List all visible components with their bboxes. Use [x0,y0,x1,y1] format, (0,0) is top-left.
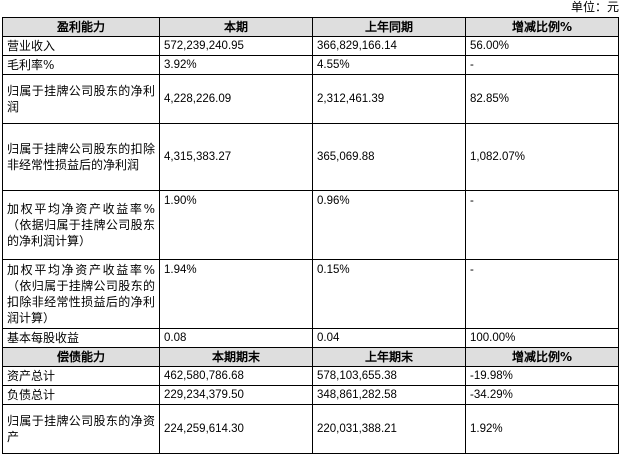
row-label: 归属于挂牌公司股东的扣除非经常性损益后的净利润 [2,123,160,191]
header-cell: 本期期末 [159,347,313,367]
change-value: - [465,55,619,75]
table-row: 资产总计 462,580,786.68 578,103,655.38 -19.9… [2,366,619,386]
change-value: -19.98% [465,366,619,386]
current-value: 462,580,786.68 [159,366,313,386]
financial-indicators-table: 盈利能力 本期 上年同期 增减比例% 营业收入 572,239,240.95 3… [2,17,619,454]
change-value: -34.29% [465,385,619,405]
table-row: 加权平均净资产收益率%（依据归属于挂牌公司股东的净利润计算） 1.90% 0.9… [2,190,619,260]
profit-header-row: 盈利能力 本期 上年同期 增减比例% [2,17,619,37]
header-cell: 偿债能力 [2,347,160,367]
prior-value: 0.96% [312,190,466,260]
current-value: 4,315,383.27 [159,123,313,191]
row-label: 归属于挂牌公司股东的净利润 [2,74,160,124]
row-label: 归属于挂牌公司股东的净资产 [2,404,160,454]
row-label: 加权平均净资产收益率%（依归属于挂牌公司股东的扣除非经常性损益后的净利润计算） [2,259,160,329]
prior-value: 0.04 [312,328,466,348]
header-cell: 上年期末 [312,347,466,367]
solvency-header-row: 偿债能力 本期期末 上年期末 增减比例% [2,347,619,367]
table-row: 归属于挂牌公司股东的净资产 224,259,614.30 220,031,388… [2,404,619,454]
header-cell: 增减比例% [465,347,619,367]
current-value: 4,228,226.09 [159,74,313,124]
current-value: 1.94% [159,259,313,329]
prior-value: 4.55% [312,55,466,75]
header-cell: 增减比例% [465,17,619,37]
row-label: 基本每股收益 [2,328,160,348]
row-label: 加权平均净资产收益率%（依据归属于挂牌公司股东的净利润计算） [2,190,160,260]
table-row: 归属于挂牌公司股东的扣除非经常性损益后的净利润 4,315,383.27 365… [2,123,619,191]
row-label: 营业收入 [2,36,160,56]
prior-value: 0.15% [312,259,466,329]
current-value: 1.90% [159,190,313,260]
header-cell: 盈利能力 [2,17,160,37]
prior-value: 578,103,655.38 [312,366,466,386]
table-row: 基本每股收益 0.08 0.04 100.00% [2,328,619,348]
prior-value: 348,861,282.58 [312,385,466,405]
header-cell: 本期 [159,17,313,37]
table-row: 加权平均净资产收益率%（依归属于挂牌公司股东的扣除非经常性损益后的净利润计算） … [2,259,619,329]
table-row: 归属于挂牌公司股东的净利润 4,228,226.09 2,312,461.39 … [2,74,619,124]
current-value: 3.92% [159,55,313,75]
change-value: 100.00% [465,328,619,348]
table-row: 营业收入 572,239,240.95 366,829,166.14 56.00… [2,36,619,56]
current-value: 0.08 [159,328,313,348]
change-value: - [465,259,619,329]
table-row: 毛利率% 3.92% 4.55% - [2,55,619,75]
row-label: 资产总计 [2,366,160,386]
prior-value: 366,829,166.14 [312,36,466,56]
unit-label: 单位：元 [570,0,619,14]
change-value: 1,082.07% [465,123,619,191]
prior-value: 365,069.88 [312,123,466,191]
table-row: 负债总计 229,234,379.50 348,861,282.58 -34.2… [2,385,619,405]
prior-value: 2,312,461.39 [312,74,466,124]
change-value: 56.00% [465,36,619,56]
change-value: - [465,190,619,260]
current-value: 229,234,379.50 [159,385,313,405]
current-value: 572,239,240.95 [159,36,313,56]
current-value: 224,259,614.30 [159,404,313,454]
prior-value: 220,031,388.21 [312,404,466,454]
row-label: 负债总计 [2,385,160,405]
change-value: 1.92% [465,404,619,454]
change-value: 82.85% [465,74,619,124]
header-cell: 上年同期 [312,17,466,37]
row-label: 毛利率% [2,55,160,75]
